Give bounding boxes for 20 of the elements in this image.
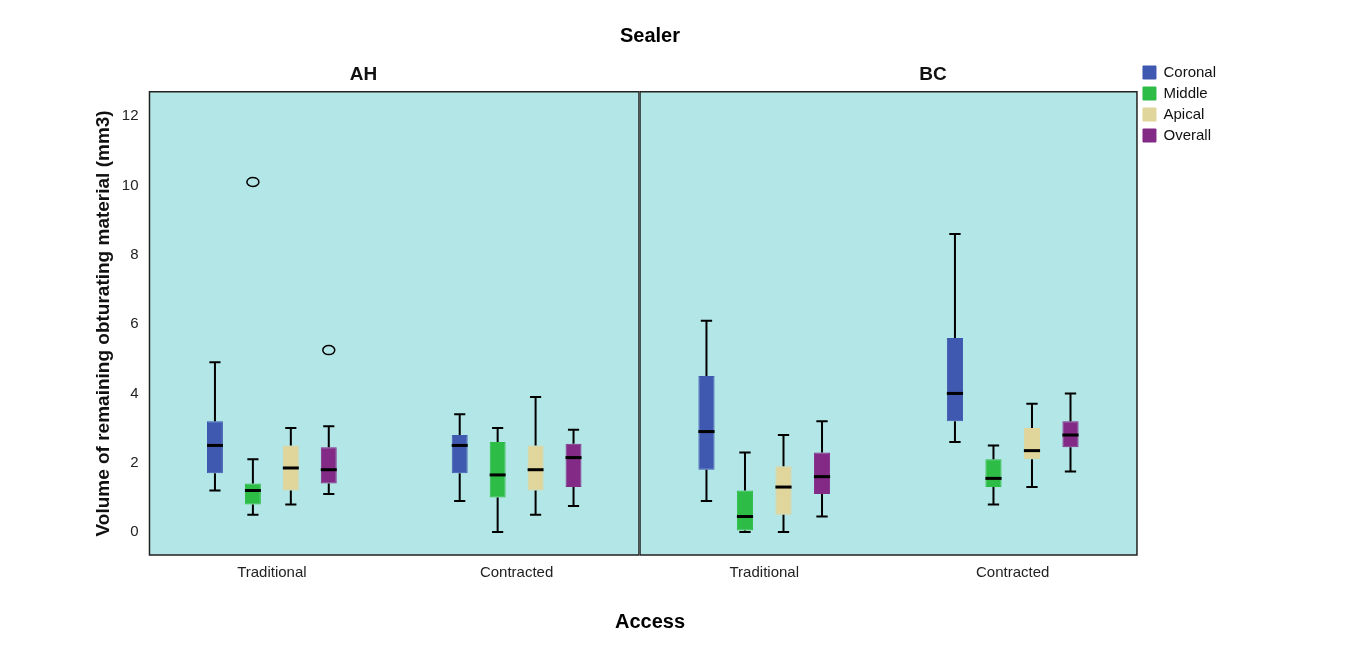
x-tick-label: Traditional — [729, 563, 799, 581]
chart-title: AH — [349, 62, 378, 84]
chart-title: BC — [919, 62, 947, 84]
y-axis-title: Volume of remaining obturating material (mm3) — [91, 110, 113, 537]
x-tick-label: Contracted — [479, 563, 554, 581]
y-tick-label: 8 — [130, 244, 139, 262]
y-tick-label: 10 — [121, 175, 139, 193]
x-axis-title: Access — [613, 610, 687, 633]
text: Sealer — [618, 24, 682, 47]
legend-label: Apical — [1163, 104, 1205, 122]
y-tick-label: 6 — [130, 314, 139, 332]
y-tick-label: 4 — [130, 383, 139, 401]
legend-label: Overall — [1163, 125, 1211, 143]
x-tick-label: Contracted — [976, 563, 1050, 581]
y-tick-label: 12 — [121, 106, 139, 124]
legend-label: Middle — [1163, 83, 1208, 101]
y-tick-label: 0 — [130, 522, 139, 540]
x-tick-label: Traditional — [237, 563, 307, 581]
y-tick-label: 2 — [130, 452, 139, 470]
legend-label: Coronal — [1163, 62, 1216, 80]
